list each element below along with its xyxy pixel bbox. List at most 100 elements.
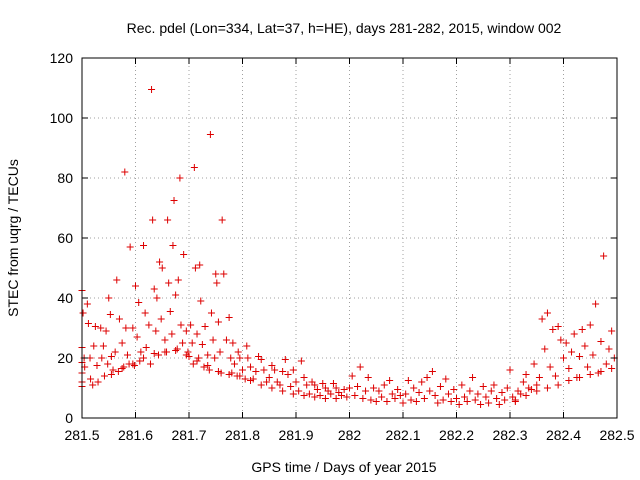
data-point (471, 396, 479, 404)
data-point (142, 344, 150, 351)
data-point (123, 351, 131, 359)
data-point (479, 383, 487, 390)
data-point (415, 389, 423, 396)
data-point (560, 354, 567, 362)
data-point (111, 348, 119, 356)
data-point (120, 363, 128, 371)
x-tick-label: 282.4 (546, 427, 581, 443)
data-point (216, 348, 224, 356)
data-point (130, 362, 138, 369)
data-point (214, 368, 222, 375)
data-point (107, 353, 115, 360)
data-point (522, 371, 530, 378)
data-point (109, 366, 117, 374)
data-point (230, 360, 238, 368)
data-point (442, 375, 450, 383)
data-point (592, 300, 600, 308)
data-point (597, 338, 605, 345)
data-point (257, 356, 265, 363)
data-point (91, 323, 99, 330)
data-point (129, 360, 137, 368)
data-point (153, 294, 161, 302)
data-point (263, 378, 271, 386)
y-tick-label: 20 (57, 350, 73, 366)
data-point (247, 377, 255, 384)
data-point (466, 387, 474, 395)
data-point (399, 399, 407, 407)
data-point (106, 311, 114, 318)
data-point (105, 294, 113, 302)
x-tick-label: 282.2 (439, 427, 474, 443)
data-point (490, 381, 498, 389)
data-point (118, 339, 126, 347)
data-point (193, 357, 201, 365)
data-point (346, 384, 353, 392)
data-point (140, 354, 148, 362)
plot-frame (81, 57, 618, 419)
data-point (557, 336, 565, 344)
data-point (157, 315, 165, 323)
data-point (455, 401, 463, 408)
data-point (113, 276, 121, 284)
data-point (420, 395, 428, 402)
data-point (206, 131, 214, 138)
data-point (184, 348, 192, 356)
data-point (252, 368, 260, 375)
data-point (487, 387, 495, 395)
data-point (332, 395, 340, 402)
data-point (608, 365, 616, 372)
data-point (546, 363, 554, 371)
data-point (170, 197, 178, 204)
data-point (150, 350, 158, 357)
data-point (229, 339, 237, 347)
data-point (562, 339, 570, 347)
data-point (174, 276, 182, 284)
data-point (586, 321, 594, 329)
data-point (135, 299, 143, 306)
data-point (343, 393, 351, 401)
data-point (197, 297, 205, 305)
data-point (100, 372, 108, 380)
data-point (388, 390, 396, 398)
data-point (501, 396, 509, 404)
data-point (146, 360, 154, 368)
data-point (394, 386, 402, 393)
data-point (284, 371, 292, 378)
data-point (565, 377, 573, 384)
data-point (303, 381, 311, 389)
data-point (412, 398, 420, 405)
data-point (94, 378, 102, 386)
data-point (289, 366, 297, 374)
data-point (222, 336, 230, 344)
data-point (543, 309, 551, 317)
data-point (522, 392, 530, 399)
x-tick-label: 282.1 (385, 427, 420, 443)
data-point (236, 372, 244, 380)
data-point (214, 318, 222, 326)
data-point (268, 384, 276, 392)
data-point (554, 381, 562, 389)
data-point (378, 393, 386, 401)
x-tick-label: 281.9 (278, 427, 313, 443)
data-point (506, 366, 514, 374)
data-point (305, 390, 313, 398)
data-point (431, 392, 439, 399)
data-point (204, 351, 212, 359)
data-point (327, 390, 335, 398)
data-point (136, 357, 144, 365)
chart-title: Rec. pdel (Lon=334, Lat=37, h=HE), days … (127, 20, 562, 36)
data-point (97, 324, 105, 332)
data-point (118, 365, 126, 372)
y-tick-label: 100 (50, 110, 74, 126)
data-point (241, 375, 249, 383)
data-point (351, 392, 359, 399)
data-point (182, 351, 190, 359)
x-tick-label: 282 (338, 427, 362, 443)
data-point (321, 395, 329, 402)
data-point (485, 399, 493, 407)
data-point (129, 324, 137, 332)
data-point (207, 309, 215, 317)
y-tick-label: 60 (57, 230, 73, 246)
data-point (332, 384, 340, 392)
